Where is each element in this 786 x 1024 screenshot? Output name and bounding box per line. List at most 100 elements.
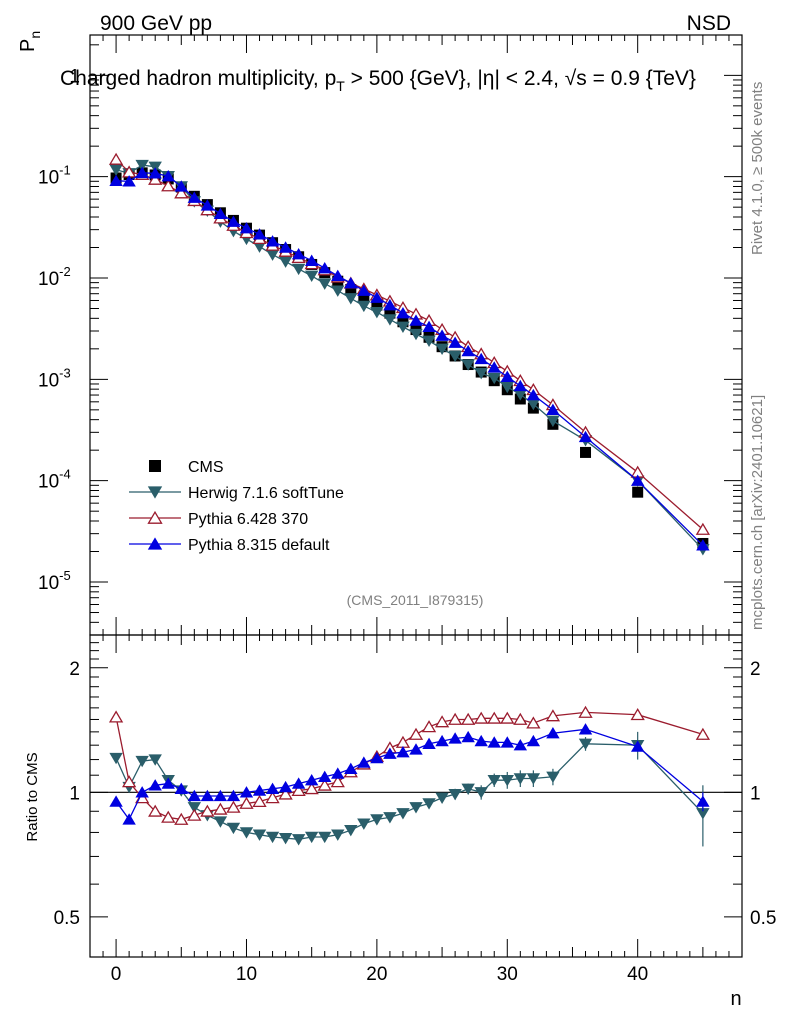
ratio-point — [487, 774, 501, 787]
data-point — [396, 321, 410, 333]
data-point — [513, 379, 528, 392]
ratio-point — [265, 782, 280, 794]
y-tick-label: 10-3 — [38, 365, 71, 391]
ratio-point — [422, 737, 436, 750]
legend-label: Pythia 6.428 370 — [188, 511, 308, 528]
data-point — [161, 170, 175, 182]
main-ylabel-text: Pn — [17, 31, 43, 52]
ratio-point — [187, 808, 202, 821]
ratio-point — [396, 746, 410, 758]
ratio-point — [546, 771, 560, 784]
ratio-point — [696, 795, 710, 807]
legend-entry: Pythia 6.428 370 — [129, 510, 308, 528]
ratio-point — [357, 756, 371, 768]
ratio-point — [474, 711, 489, 724]
ratio-point — [252, 784, 267, 796]
ratio-point — [148, 754, 162, 766]
ratio-point — [213, 816, 228, 828]
data-point — [396, 306, 410, 319]
chart-title: Charged hadron multiplicity, pT > 500 {G… — [60, 67, 696, 94]
data-point — [383, 314, 397, 326]
legend-label: CMS — [188, 459, 224, 476]
legend-label: Pythia 8.315 default — [188, 537, 330, 554]
ratio-point — [344, 825, 358, 837]
data-point — [448, 336, 462, 348]
data-point — [148, 172, 163, 185]
data-point — [109, 174, 123, 187]
data-point — [358, 292, 370, 304]
ratio-point — [383, 812, 397, 824]
data-point — [580, 446, 592, 458]
data-point — [252, 228, 267, 240]
data-point — [226, 215, 241, 227]
rivet-label-group: Rivet 4.1.0, ≥ 500k events — [749, 82, 766, 255]
data-point — [345, 284, 357, 296]
ratio-point — [409, 802, 423, 814]
ratio-point — [435, 734, 449, 747]
mcplots-label-group: mcplots.cern.ch [arXiv:2401.10621] — [749, 395, 766, 630]
data-point — [304, 270, 319, 283]
ratio-point — [318, 831, 332, 844]
analysis-tag: (CMS_2011_I879315) — [347, 592, 484, 608]
main-series-layer — [108, 152, 711, 556]
legend-entry: CMS — [149, 459, 224, 476]
ratio-point — [291, 834, 306, 846]
ratio-point — [108, 710, 124, 723]
ratio-point — [252, 829, 267, 841]
data-point — [357, 300, 371, 313]
ratio-point — [200, 804, 215, 817]
ratio-point — [200, 789, 215, 802]
ratio-point — [513, 712, 528, 725]
ratio-point — [448, 788, 462, 801]
data-point — [108, 152, 124, 165]
ratio-series-layer — [108, 705, 711, 847]
y-tick-label: 10-4 — [38, 467, 71, 493]
data-point — [331, 285, 345, 297]
ratio-point — [578, 705, 593, 718]
data-point — [161, 179, 176, 192]
y-tick-label: 10-1 — [38, 163, 71, 189]
ratio-point — [409, 743, 423, 755]
ratio-point — [291, 783, 306, 796]
data-point — [135, 159, 149, 172]
data-point — [435, 343, 449, 356]
ratio-point — [239, 786, 254, 798]
ratio-y-tick-label: 0.5 — [54, 908, 80, 929]
legend-marker — [147, 510, 163, 524]
ratio-line-pythia-6-428-370 — [115, 711, 704, 821]
data-point — [278, 256, 293, 268]
data-point — [331, 269, 345, 282]
data-point — [487, 361, 501, 373]
ratio-point — [500, 736, 514, 748]
ratio-point — [109, 795, 123, 807]
ratio-point — [226, 800, 241, 813]
ratio-point — [213, 802, 228, 815]
ratio-point — [278, 832, 293, 845]
ratio-point — [630, 708, 645, 721]
data-point — [578, 430, 593, 443]
ratio-point — [500, 774, 514, 787]
ratio-y-tick-label-right: 2 — [750, 659, 761, 680]
data-point — [546, 415, 560, 427]
legend-marker — [149, 460, 161, 472]
data-point — [422, 320, 436, 332]
ratio-point — [291, 777, 306, 789]
data-point — [448, 350, 462, 363]
data-point — [409, 328, 423, 341]
data-point — [695, 522, 711, 535]
main-ylabel: Pn — [17, 31, 43, 52]
data-point — [630, 474, 645, 486]
y-tick-label: 10-5 — [38, 568, 71, 594]
ratio-ylabel-group: Ratio to CMS — [24, 752, 41, 841]
ratio-point — [135, 786, 149, 798]
data-point — [200, 199, 215, 211]
ratio-series-herwig-7-1-6-softtune — [109, 731, 710, 847]
ratio-point — [474, 787, 488, 799]
ratio-point — [487, 711, 502, 724]
ratio-point — [357, 818, 371, 830]
ratio-point — [500, 711, 515, 724]
data-point — [526, 388, 541, 401]
data-point — [187, 191, 202, 203]
ratio-point — [383, 747, 397, 759]
ratio-point — [318, 770, 332, 783]
